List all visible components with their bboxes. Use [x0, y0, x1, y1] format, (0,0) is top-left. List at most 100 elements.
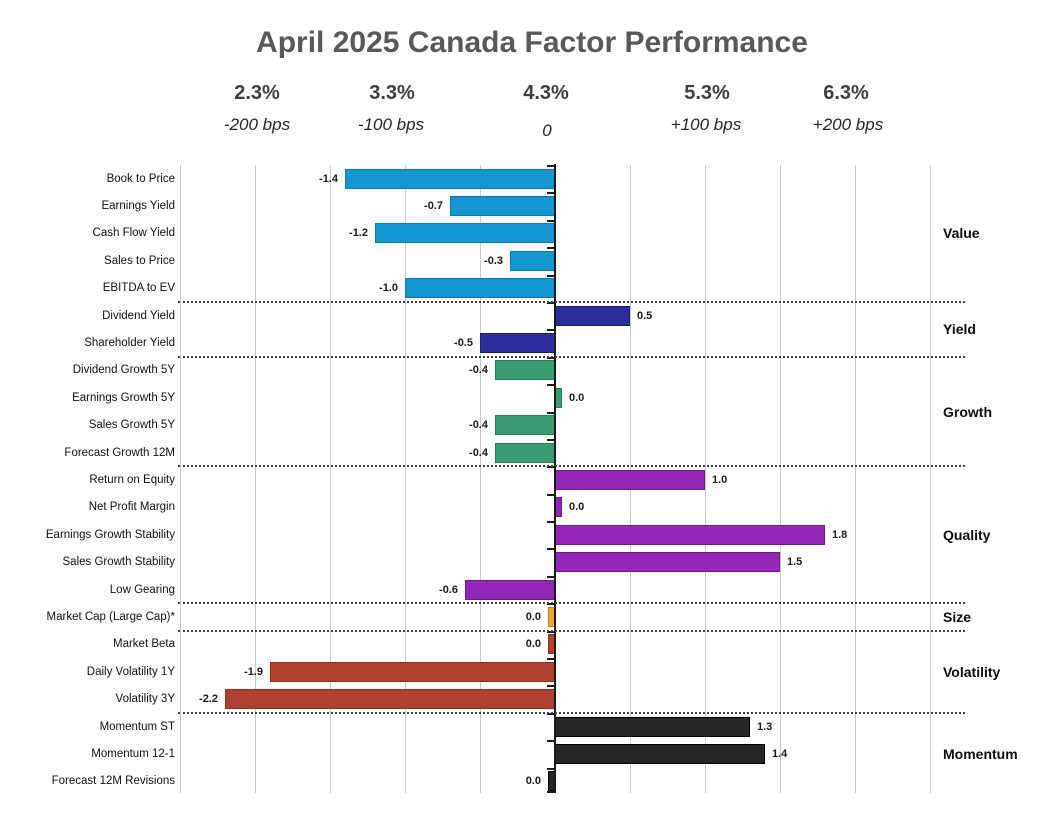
axis-tick: [547, 438, 554, 441]
category-label-market-beta: Market Beta: [113, 638, 175, 651]
x-axis-bps-label: -100 bps: [357, 115, 425, 134]
zero-axis: [554, 164, 556, 793]
value-label-daily-volatility-1y: -1.9: [244, 665, 263, 678]
value-label-ebitda-to-ev: -1.0: [379, 282, 398, 295]
x-axis-bps-label: 0: [542, 121, 552, 140]
x-axis-pct-label: 4.3%: [523, 82, 569, 104]
category-label-low-gearing: Low Gearing: [109, 583, 175, 596]
gridline: [180, 165, 181, 793]
x-axis-pct-label: 2.3%: [234, 82, 280, 104]
axis-tick: [547, 740, 554, 743]
value-label-shareholder-yield: -0.5: [454, 337, 473, 350]
gridline: [930, 165, 931, 793]
bar-forecast-growth-12m: [495, 442, 555, 463]
value-label-volatility-3y: -2.2: [199, 693, 218, 706]
chart-title: April 2025 Canada Factor Performance: [256, 26, 808, 59]
value-label-low-gearing: -0.6: [439, 583, 458, 596]
group-label-momentum: Momentum: [943, 745, 1018, 762]
category-label-earnings-growth-stability: Earnings Growth Stability: [45, 528, 175, 541]
axis-tick: [547, 685, 554, 688]
bar-momentum-st: [555, 716, 750, 737]
category-label-sales-growth-stability: Sales Growth Stability: [62, 556, 176, 569]
gridline: [705, 165, 706, 793]
axis-tick: [547, 493, 554, 496]
axis-tick: [547, 603, 554, 606]
axis-tick: [547, 356, 554, 359]
x-axis-pct-label: 3.3%: [369, 82, 415, 104]
bar-low-gearing: [465, 579, 555, 600]
category-label-volatility-3y: Volatility 3Y: [115, 693, 175, 706]
group-separator-after-size: [178, 629, 965, 632]
bar-dividend-yield: [555, 305, 630, 326]
bar-return-on-equity: [555, 470, 705, 490]
gridline: [855, 165, 856, 793]
value-label-earnings-growth-5y: 0.0: [569, 391, 585, 404]
bar-earnings-yield: [450, 196, 555, 217]
group-separator-after-yield: [178, 355, 965, 358]
category-label-momentum-12-1: Momentum 12-1: [91, 747, 175, 760]
category-label-forecast-12m-revisions: Forecast 12M Revisions: [51, 775, 175, 788]
axis-tick: [547, 712, 554, 715]
value-label-earnings-yield: -0.7: [424, 200, 443, 213]
group-label-yield: Yield: [943, 321, 976, 338]
category-label-cash-flow-yield: Cash Flow Yield: [92, 227, 175, 240]
value-label-book-to-price: -1.4: [319, 172, 338, 185]
group-label-value: Value: [943, 225, 980, 242]
x-axis-bps-label: -200 bps: [223, 115, 291, 134]
axis-tick: [547, 192, 554, 195]
category-label-dividend-yield: Dividend Yield: [102, 309, 175, 322]
bar-net-profit-margin: [555, 497, 562, 518]
category-label-sales-to-price: Sales to Price: [104, 254, 175, 267]
bar-sales-growth-stability: [555, 552, 780, 573]
value-label-momentum-12-1: 1.4: [772, 747, 788, 760]
axis-tick: [547, 658, 554, 661]
x-axis-pct-label: 5.3%: [684, 82, 730, 104]
bar-book-to-price: [345, 168, 555, 189]
value-label-forecast-growth-12m: -0.4: [469, 446, 488, 459]
axis-tick: [547, 219, 554, 222]
category-label-earnings-growth-5y: Earnings Growth 5Y: [72, 391, 175, 404]
axis-tick: [547, 165, 554, 167]
bar-sales-growth-5y: [495, 415, 555, 436]
category-label-net-profit-margin: Net Profit Margin: [88, 501, 175, 514]
category-label-sales-growth-5y: Sales Growth 5Y: [88, 419, 175, 432]
bar-cash-flow-yield: [375, 223, 555, 244]
group-label-size: Size: [943, 608, 972, 625]
bar-dividend-growth-5y: [495, 360, 555, 381]
value-label-sales-growth-stability: 1.5: [787, 556, 803, 569]
value-label-momentum-st: 1.3: [757, 720, 773, 733]
value-label-market-beta: 0.0: [525, 638, 541, 651]
axis-tick: [547, 521, 554, 524]
value-label-market-cap-large-cap: 0.0: [525, 610, 541, 623]
value-label-earnings-growth-stability: 1.8: [832, 528, 848, 541]
category-label-return-on-equity: Return on Equity: [89, 474, 175, 486]
category-label-dividend-growth-5y: Dividend Growth 5Y: [72, 364, 175, 377]
value-label-net-profit-margin: 0.0: [569, 501, 585, 514]
gridline: [405, 165, 406, 793]
category-label-momentum-st: Momentum ST: [99, 720, 175, 733]
bar-earnings-growth-5y: [555, 387, 562, 408]
category-label-market-cap-large-cap: Market Cap (Large Cap)*: [46, 610, 175, 623]
axis-tick: [547, 329, 554, 332]
bar-momentum-12-1: [555, 743, 765, 764]
x-axis-bps-label: +100 bps: [670, 115, 742, 134]
value-label-return-on-equity: 1.0: [712, 474, 728, 486]
bar-daily-volatility-1y: [270, 661, 555, 682]
axis-tick: [547, 411, 554, 414]
axis-tick: [547, 791, 554, 793]
bar-shareholder-yield: [480, 333, 555, 354]
bar-earnings-growth-stability: [555, 524, 825, 545]
group-separator-after-growth: [178, 465, 965, 468]
axis-tick: [547, 274, 554, 277]
value-label-dividend-yield: 0.5: [637, 309, 653, 322]
gridline: [255, 165, 256, 793]
group-separator-after-volatility: [178, 711, 965, 714]
value-label-dividend-growth-5y: -0.4: [469, 364, 488, 377]
category-label-ebitda-to-ev: EBITDA to EV: [102, 282, 175, 295]
axis-tick: [547, 767, 554, 770]
group-label-volatility: Volatility: [943, 663, 1001, 680]
gridline: [780, 165, 781, 793]
value-label-sales-growth-5y: -0.4: [469, 419, 488, 432]
x-axis-bps-label: +200 bps: [812, 115, 884, 134]
